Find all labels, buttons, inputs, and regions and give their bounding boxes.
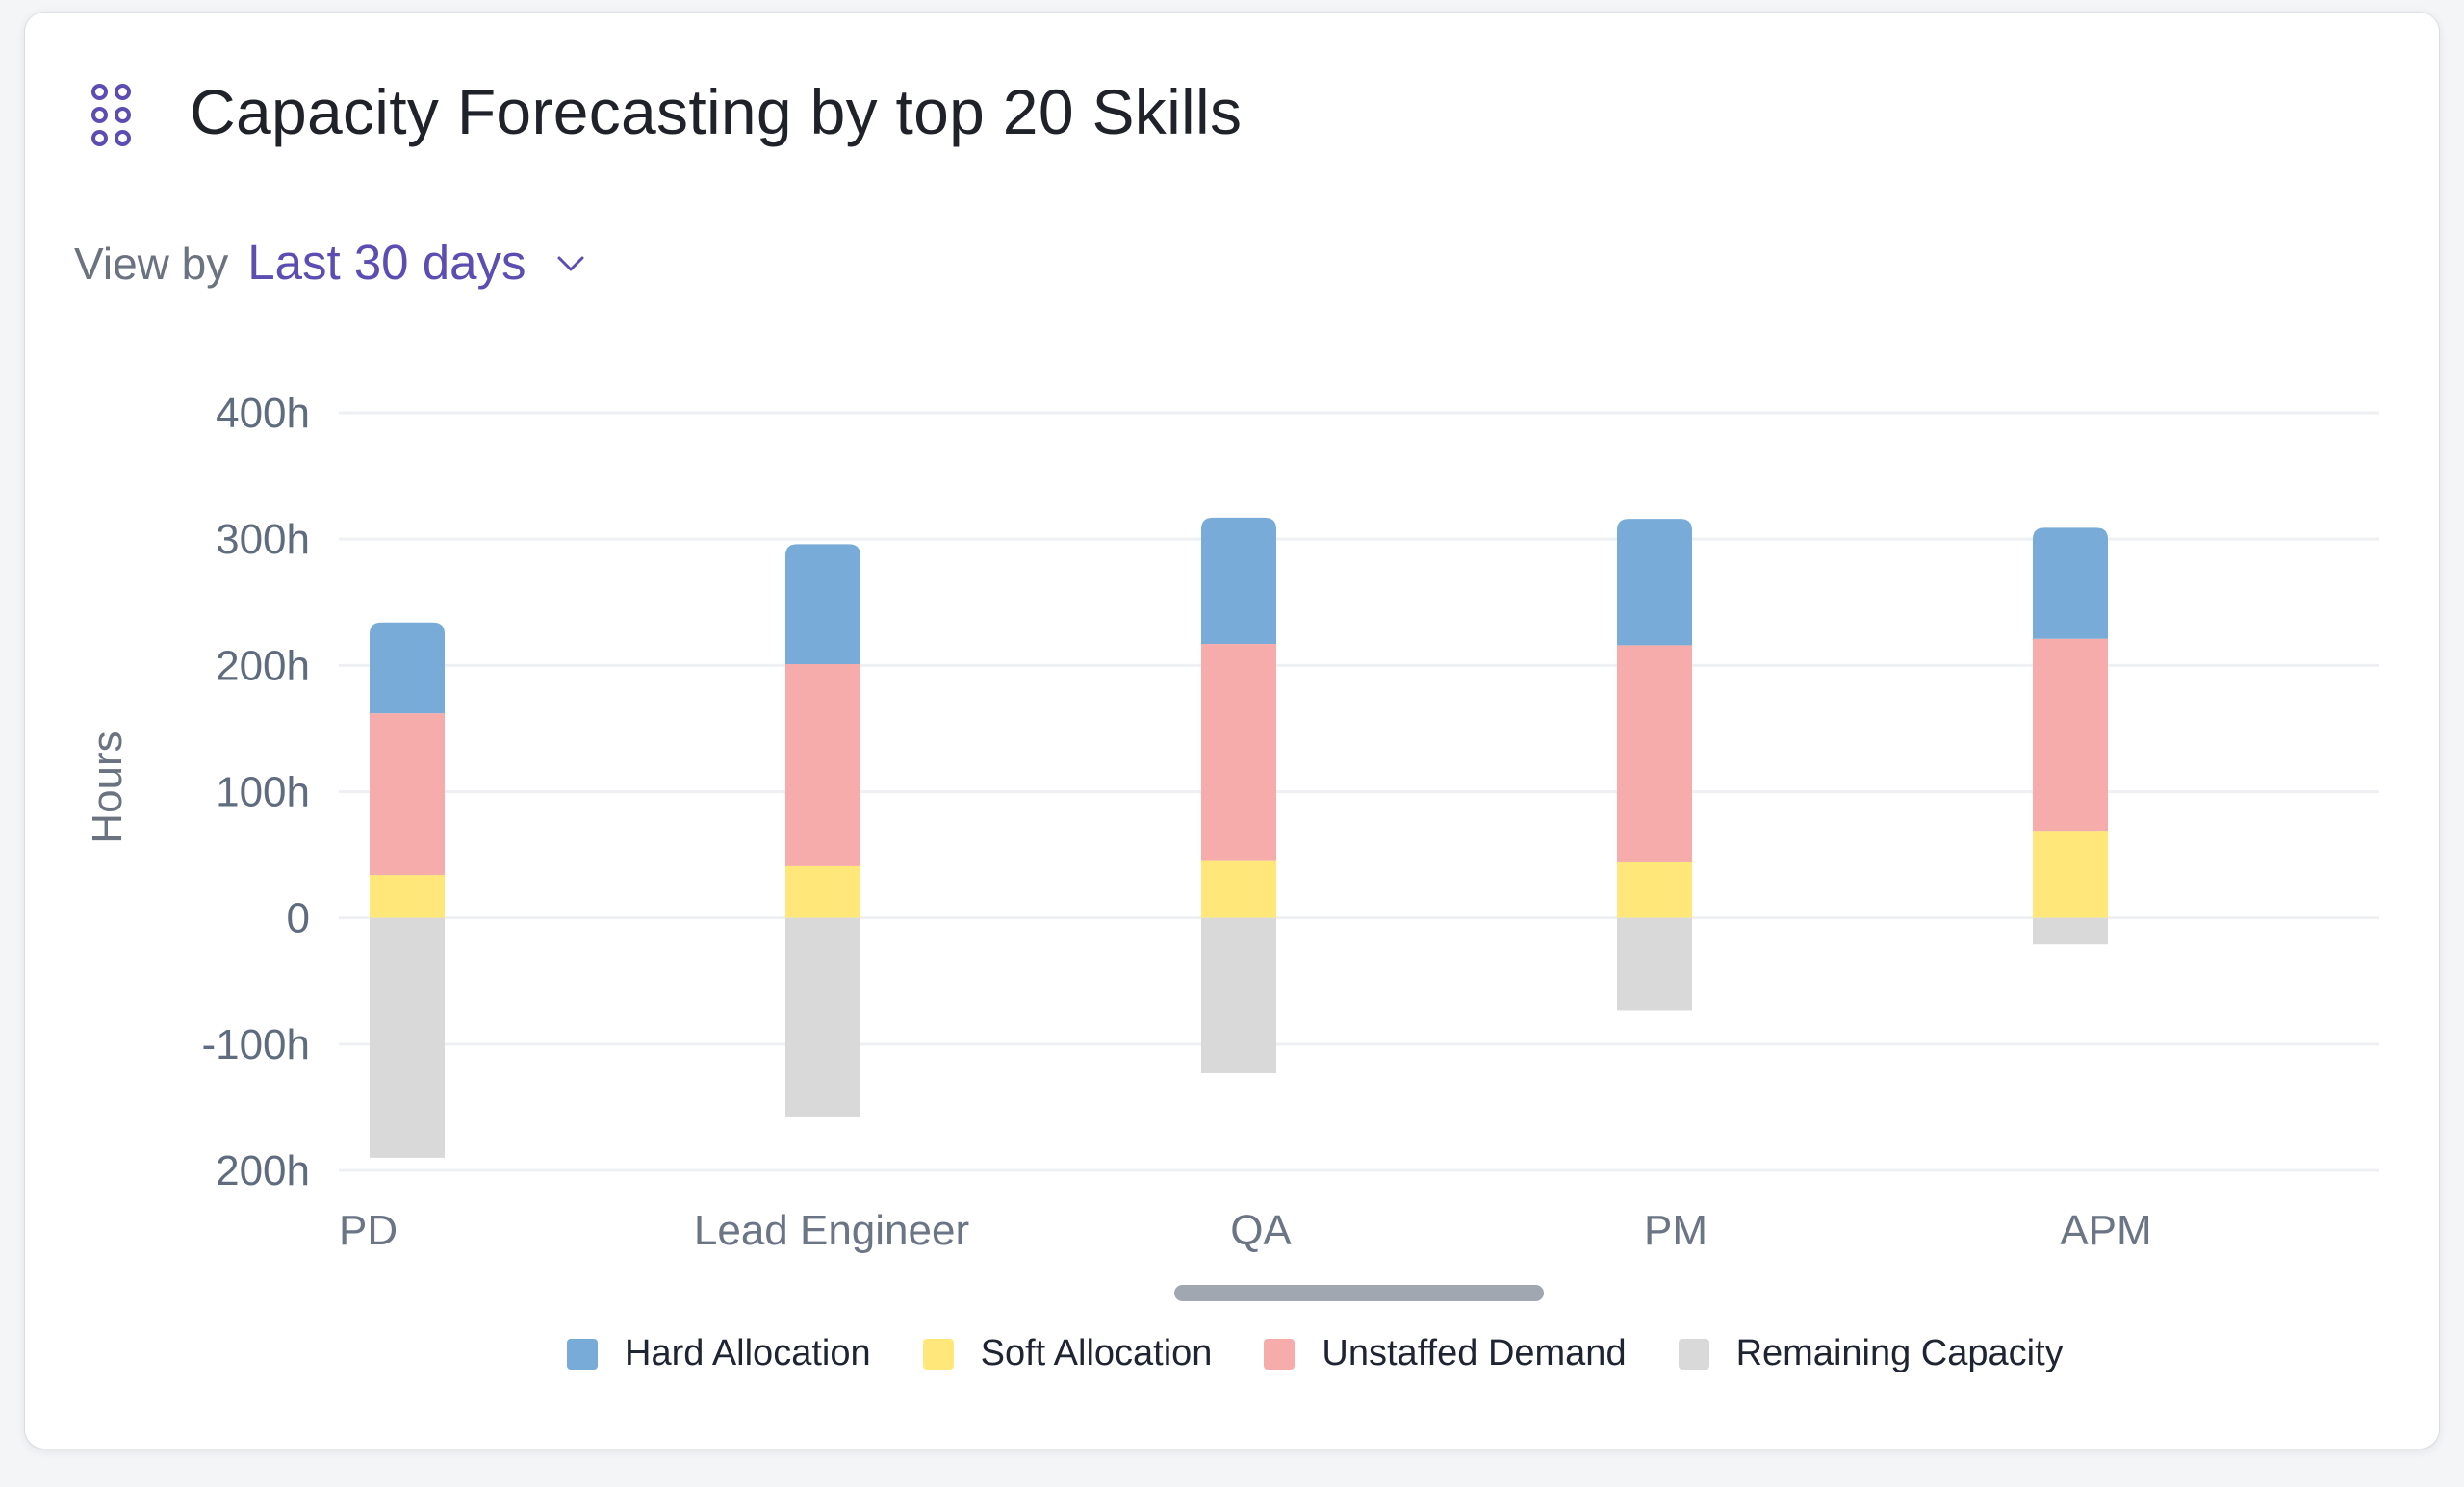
legend-item-hard-allocation[interactable]: Hard Allocation [567, 1333, 871, 1374]
view-by-control: View by Last 30 days [74, 234, 585, 301]
legend-item-soft-allocation[interactable]: Soft Allocation [922, 1333, 1213, 1374]
bar-segment-hard-allocation[interactable] [1201, 517, 1276, 645]
bar-segment-unstaffed-demand[interactable] [1617, 645, 1692, 862]
view-by-selected-value[interactable]: Last 30 days [247, 235, 526, 290]
legend-item-remaining-capacity[interactable]: Remaining Capacity [1678, 1333, 2064, 1374]
bar-segment-soft-allocation[interactable] [785, 865, 860, 918]
bar-segment-soft-allocation[interactable] [370, 875, 445, 918]
view-by-dropdown[interactable]: Last 30 days [247, 234, 585, 291]
bar-segment-soft-allocation[interactable] [1201, 860, 1276, 918]
bar-segment-soft-allocation[interactable] [2033, 831, 2108, 918]
bar-segment-unstaffed-demand[interactable] [1201, 644, 1276, 861]
legend-swatch [1264, 1338, 1296, 1370]
legend-label: Soft Allocation [980, 1333, 1213, 1373]
drag-dot [115, 84, 131, 100]
legend-label: Unstaffed Demand [1322, 1333, 1627, 1373]
bar-stack [785, 544, 860, 1117]
bar-segment-hard-allocation[interactable] [785, 544, 860, 665]
y-axis-title: Hours [84, 731, 131, 844]
bar-segment-unstaffed-demand[interactable] [370, 713, 445, 876]
legend-swatch [922, 1338, 954, 1370]
drag-dot [115, 130, 131, 146]
legend-swatch [1678, 1338, 1709, 1370]
legend-swatch [567, 1338, 598, 1370]
bar-segment-remaining-capacity[interactable] [785, 917, 860, 1117]
bar-stack [370, 622, 445, 1158]
bar-stack [1617, 519, 1692, 1011]
bar-segment-unstaffed-demand[interactable] [2033, 638, 2108, 832]
legend-item-unstaffed-demand[interactable]: Unstaffed Demand [1264, 1333, 1627, 1374]
bar-stack [1201, 517, 1276, 1074]
bar-segment-soft-allocation[interactable] [1617, 861, 1692, 918]
bar-stack [2033, 527, 2108, 945]
chart-horizontal-scrollbar[interactable] [1174, 1285, 1544, 1301]
bar-segment-hard-allocation[interactable] [370, 622, 445, 714]
drag-dot [91, 130, 108, 146]
widget-title: Capacity Forecasting by top 20 Skills [190, 76, 1243, 147]
bar-segment-hard-allocation[interactable] [1617, 519, 1692, 646]
legend-label: Remaining Capacity [1735, 1333, 2064, 1373]
bars [370, 517, 2108, 1158]
chevron-down-icon[interactable] [556, 254, 585, 273]
bar-segment-remaining-capacity[interactable] [1617, 917, 1692, 1011]
bar-segment-unstaffed-demand[interactable] [785, 664, 860, 866]
drag-dot [91, 84, 108, 100]
bar-segment-remaining-capacity[interactable] [370, 917, 445, 1158]
legend-label: Hard Allocation [625, 1333, 871, 1373]
bar-segment-remaining-capacity[interactable] [1201, 917, 1276, 1074]
chart-legend: Hard Allocation Soft Allocation Unstaffe… [567, 1333, 2064, 1374]
bar-segment-remaining-capacity[interactable] [2033, 917, 2108, 945]
drag-dot [115, 107, 131, 123]
view-by-label: View by [74, 239, 229, 289]
bar-segment-hard-allocation[interactable] [2033, 527, 2108, 639]
drag-dot [91, 107, 108, 123]
drag-handle-icon[interactable] [91, 84, 134, 147]
